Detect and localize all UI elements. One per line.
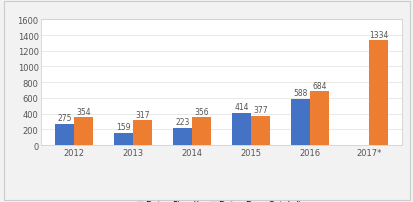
Text: 354: 354	[76, 107, 90, 116]
Text: 588: 588	[293, 89, 307, 98]
Text: 414: 414	[234, 103, 248, 112]
Bar	[250, 116, 269, 145]
Bar	[114, 133, 133, 145]
Bar	[55, 124, 74, 145]
Bar	[192, 118, 210, 145]
Text: 356: 356	[194, 107, 208, 116]
Text: 275: 275	[57, 114, 71, 122]
Bar	[74, 118, 93, 145]
Text: 684: 684	[311, 82, 326, 90]
Bar	[368, 41, 387, 145]
Bar	[232, 113, 250, 145]
Bar	[133, 121, 152, 145]
Text: 1334: 1334	[368, 31, 387, 40]
Bar	[309, 92, 328, 145]
Text: 223: 223	[175, 118, 189, 127]
Text: 377: 377	[252, 106, 267, 115]
Bar	[290, 99, 309, 145]
Text: 159: 159	[116, 123, 131, 132]
Legend: Datos Fiscalía, Datos Dep. Cataluña: Datos Fiscalía, Datos Dep. Cataluña	[133, 197, 309, 202]
Bar	[173, 128, 192, 145]
Text: 317: 317	[135, 110, 149, 119]
